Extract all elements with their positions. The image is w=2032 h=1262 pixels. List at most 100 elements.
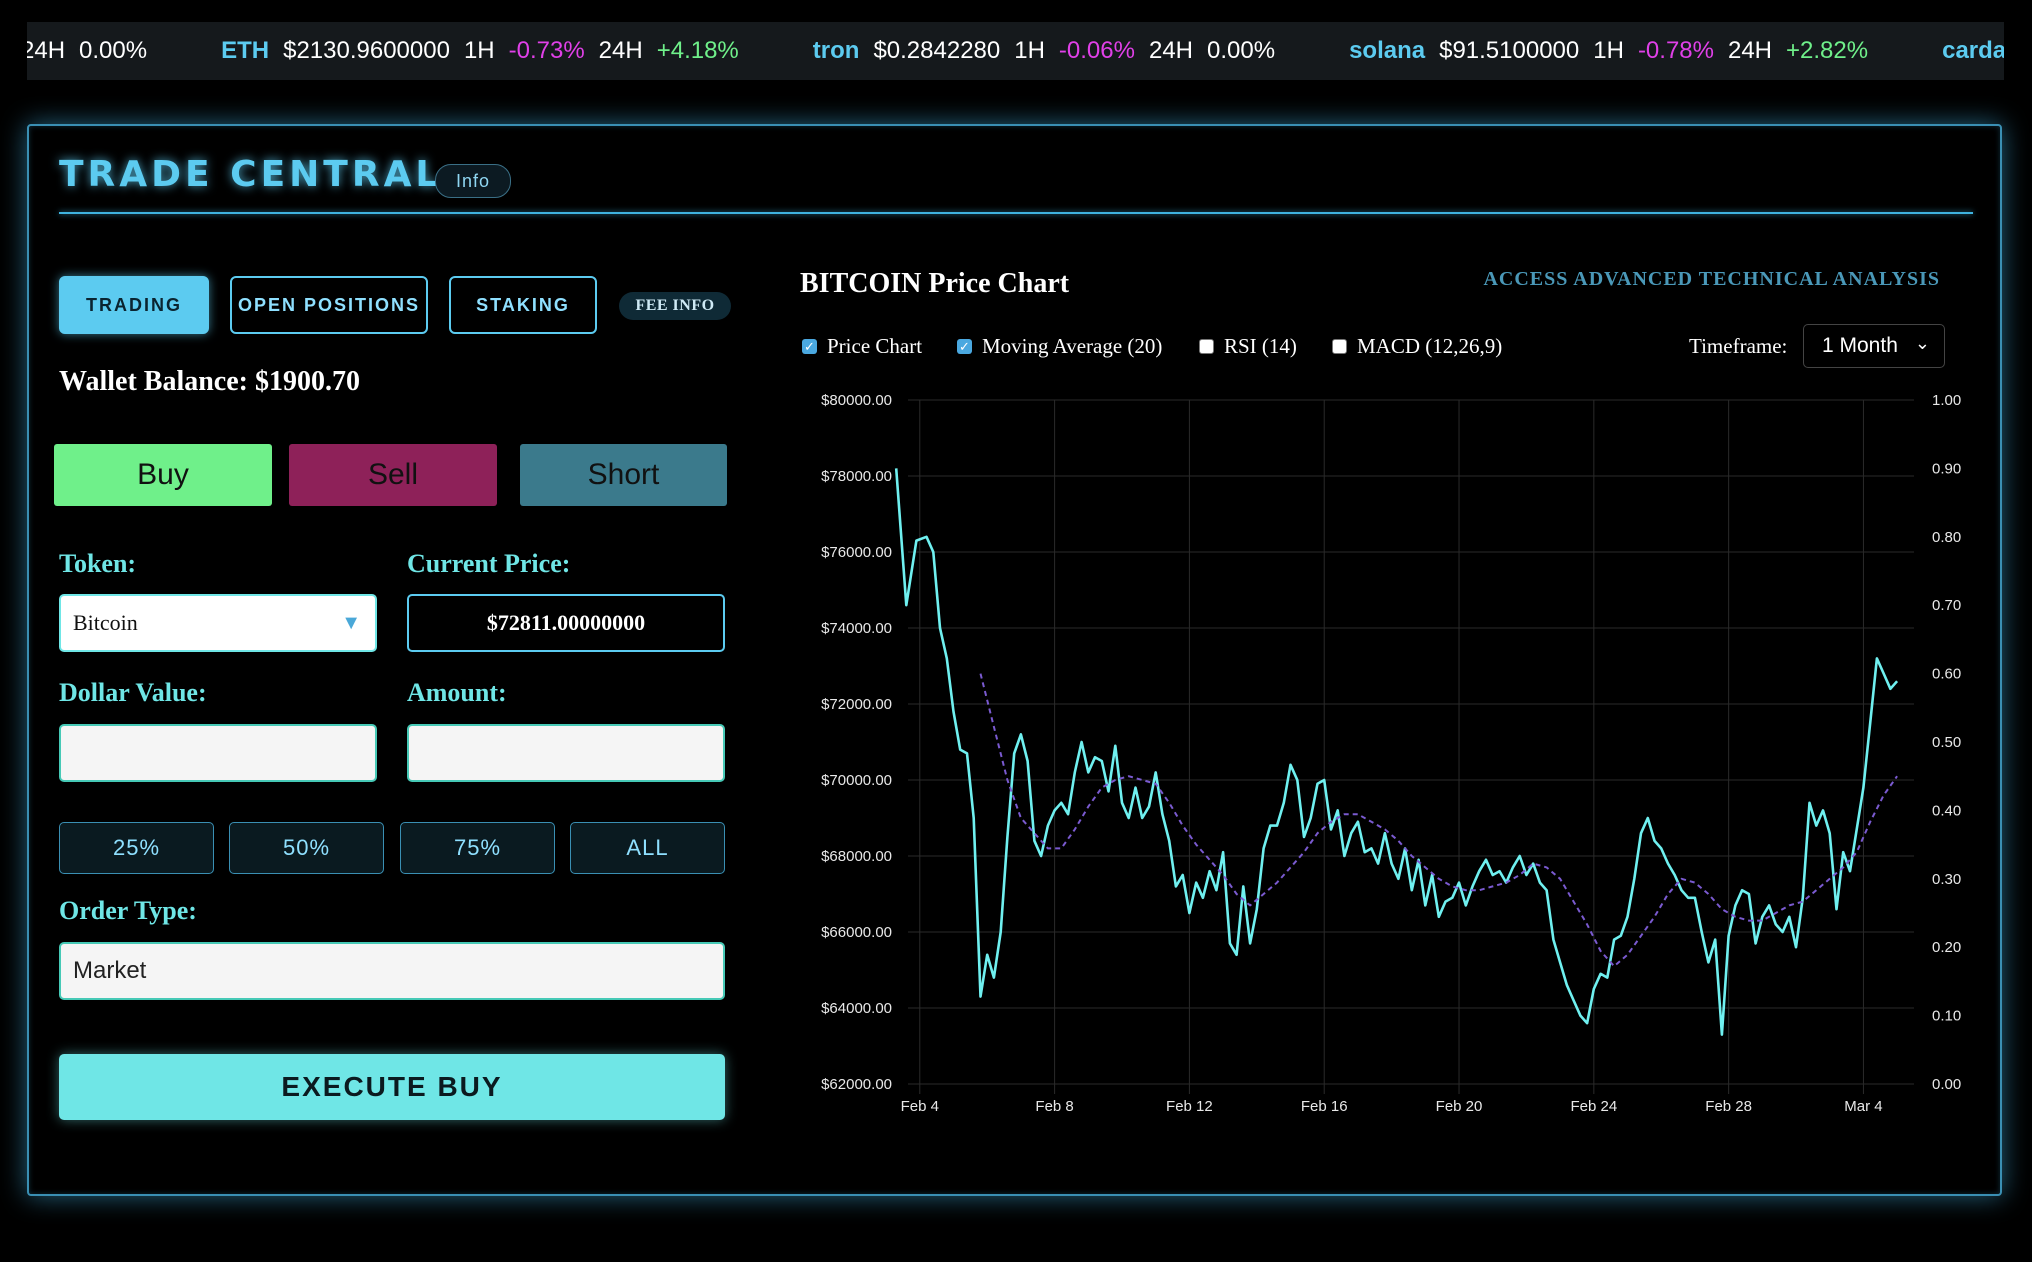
y2-tick-label: 0.00: [1932, 1076, 1961, 1093]
x-tick-label: Feb 24: [1570, 1098, 1617, 1115]
x-tick-label: Feb 16: [1301, 1098, 1348, 1115]
pct-25-button[interactable]: 25%: [59, 822, 214, 874]
ticker-symbol: tron: [812, 37, 860, 64]
x-tick-label: Feb 20: [1436, 1098, 1483, 1115]
info-button[interactable]: Info: [435, 164, 511, 198]
option-label: RSI (14): [1224, 334, 1297, 358]
pct-all-button[interactable]: ALL: [570, 822, 725, 874]
y2-tick-label: 0.90: [1932, 460, 1961, 477]
token-label: Token:: [59, 549, 137, 578]
ticker-item-cardano[interactable]: cardano: [1942, 37, 2004, 65]
ticker-24h-change: 0.00%: [1207, 37, 1276, 64]
order-type-label: Order Type:: [59, 896, 197, 925]
checkbox-checked-icon[interactable]: ✓: [957, 339, 972, 354]
short-button[interactable]: Short: [520, 444, 727, 506]
buy-button[interactable]: Buy: [54, 444, 272, 506]
y2-tick-label: 1.00: [1932, 392, 1961, 409]
chevron-down-icon: ⌄: [1914, 333, 1930, 353]
option-label: Price Chart: [827, 334, 923, 358]
ticker-1h-change: -0.78%: [1637, 37, 1714, 64]
option-price-chart[interactable]: ✓ Price Chart: [802, 334, 922, 359]
ticker-24h-change: 0.00%: [79, 37, 148, 64]
ticker-24h-label: 24H: [27, 37, 66, 64]
price-ticker: 24H 0.00% ETH $2130.9600000 1H -0.73% 24…: [27, 22, 2004, 80]
amount-input[interactable]: [407, 724, 725, 782]
ticker-price: $2130.9600000: [283, 37, 450, 64]
pct-75-button[interactable]: 75%: [400, 822, 555, 874]
x-tick-label: Feb 4: [901, 1098, 939, 1115]
amount-label: Amount:: [407, 678, 507, 707]
ticker-symbol: ETH: [221, 37, 270, 64]
ticker-24h-change: +4.18%: [656, 37, 739, 64]
current-price-display: $72811.00000000: [407, 594, 725, 652]
ticker-24h-label: 24H: [598, 37, 643, 64]
y2-tick-label: 0.70: [1932, 597, 1961, 614]
sell-button[interactable]: Sell: [289, 444, 497, 506]
ticker-price: $0.2842280: [873, 37, 1001, 64]
price-chart[interactable]: $80000.00 $78000.00 $76000.00 $74000.00 $720…: [794, 382, 1974, 1262]
option-macd[interactable]: MACD (12,26,9): [1332, 334, 1502, 359]
trade-panel: TRADE CENTRAL Info TRADING OPEN POSITION…: [27, 124, 2002, 1196]
page-title: TRADE CENTRAL: [59, 154, 443, 195]
wallet-balance: Wallet Balance: $1900.70: [59, 366, 360, 397]
y-tick-label: $64000.00: [821, 1000, 892, 1017]
ticker-item-eth[interactable]: ETH $2130.9600000 1H -0.73% 24H +4.18%: [221, 37, 753, 65]
tab-staking[interactable]: STAKING: [449, 276, 597, 334]
x-tick-label: Mar 4: [1844, 1098, 1882, 1115]
y-tick-label: $80000.00: [821, 392, 892, 409]
ticker-item-tron[interactable]: tron $0.2842280 1H -0.06% 24H 0.00%: [813, 37, 1289, 65]
y2-tick-label: 0.20: [1932, 939, 1961, 956]
caret-down-icon: ▼: [341, 612, 361, 634]
y-tick-label: $68000.00: [821, 848, 892, 865]
checkbox-unchecked-icon[interactable]: [1332, 339, 1347, 354]
option-rsi[interactable]: RSI (14): [1199, 334, 1297, 359]
moving-average-line: [979, 673, 1898, 968]
option-label: MACD (12,26,9): [1357, 334, 1503, 358]
ticker-1h-label: 1H: [1593, 37, 1624, 64]
order-type-select[interactable]: Market: [59, 942, 725, 1000]
y2-tick-label: 0.80: [1932, 529, 1961, 546]
timeframe-select[interactable]: 1 Month ⌄: [1803, 324, 1945, 368]
title-divider: [59, 212, 1973, 214]
y-tick-label: $76000.00: [821, 544, 892, 561]
current-price-label: Current Price:: [407, 549, 571, 578]
price-series-line: [894, 468, 1899, 1036]
checkbox-checked-icon[interactable]: ✓: [802, 339, 817, 354]
ticker-24h-change: +2.82%: [1786, 37, 1869, 64]
y-tick-label: $78000.00: [821, 468, 892, 485]
dollar-value-label: Dollar Value:: [59, 678, 207, 707]
checkbox-unchecked-icon[interactable]: [1199, 339, 1214, 354]
y2-tick-label: 0.10: [1932, 1008, 1961, 1025]
ticker-item-solana[interactable]: solana $91.5100000 1H -0.78% 24H +2.82%: [1349, 37, 1882, 65]
ticker-24h-label: 24H: [1727, 37, 1773, 64]
ticker-24h-label: 24H: [1148, 37, 1193, 64]
y2-tick-label: 0.50: [1932, 734, 1961, 751]
tab-open-positions[interactable]: OPEN POSITIONS: [230, 276, 428, 334]
ticker-1h-label: 1H: [1014, 37, 1045, 64]
timeframe-label: Timeframe:: [1689, 334, 1788, 358]
chart-title: BITCOIN Price Chart: [800, 268, 1070, 299]
option-label: Moving Average (20): [982, 334, 1163, 358]
ticker-price: $91.5100000: [1439, 37, 1580, 64]
ticker-1h-change: -0.73%: [508, 37, 585, 64]
pct-50-button[interactable]: 50%: [229, 822, 384, 874]
y-tick-label: $72000.00: [821, 696, 892, 713]
execute-buy-button[interactable]: EXECUTE BUY: [59, 1054, 725, 1120]
ticker-symbol: solana: [1349, 37, 1426, 64]
token-select[interactable]: Bitcoin ▼: [59, 594, 377, 652]
dollar-value-input[interactable]: [59, 724, 377, 782]
y-tick-label: $74000.00: [821, 620, 892, 637]
fee-info-button[interactable]: FEE INFO: [619, 292, 731, 320]
timeframe-value: 1 Month: [1822, 334, 1898, 357]
option-moving-average[interactable]: ✓ Moving Average (20): [957, 334, 1162, 359]
ticker-1h-change: -0.06%: [1058, 37, 1135, 64]
ticker-symbol: cardano: [1942, 37, 2004, 64]
tab-trading[interactable]: TRADING: [59, 276, 209, 334]
ticker-1h-label: 1H: [463, 37, 495, 64]
x-tick-label: Feb 28: [1705, 1098, 1752, 1115]
y-tick-label: $62000.00: [821, 1076, 892, 1093]
y2-tick-label: 0.40: [1932, 802, 1961, 819]
y2-tick-label: 0.30: [1932, 871, 1961, 888]
advanced-analysis-link[interactable]: ACCESS ADVANCED TECHNICAL ANALYSIS: [1483, 268, 1940, 290]
token-select-value: Bitcoin: [73, 610, 138, 635]
